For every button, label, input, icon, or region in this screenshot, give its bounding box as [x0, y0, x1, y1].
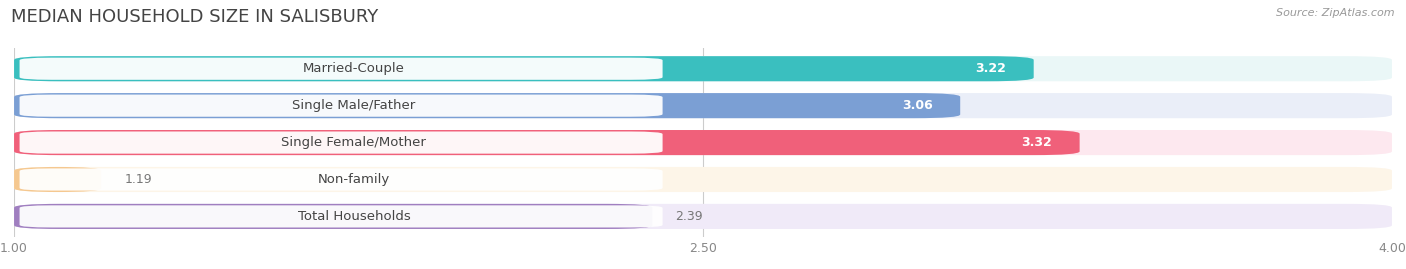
- FancyBboxPatch shape: [20, 205, 662, 228]
- FancyBboxPatch shape: [14, 56, 1392, 81]
- FancyBboxPatch shape: [14, 130, 1080, 155]
- Text: Married-Couple: Married-Couple: [304, 62, 405, 75]
- Text: Source: ZipAtlas.com: Source: ZipAtlas.com: [1277, 8, 1395, 18]
- Text: 3.32: 3.32: [1021, 136, 1052, 149]
- Text: Single Male/Father: Single Male/Father: [292, 99, 416, 112]
- Text: Non-family: Non-family: [318, 173, 389, 186]
- FancyBboxPatch shape: [14, 204, 1392, 229]
- FancyBboxPatch shape: [14, 93, 1392, 118]
- Text: 3.06: 3.06: [901, 99, 932, 112]
- FancyBboxPatch shape: [14, 204, 652, 229]
- FancyBboxPatch shape: [14, 130, 1392, 155]
- Text: 1.19: 1.19: [124, 173, 152, 186]
- FancyBboxPatch shape: [20, 95, 662, 117]
- Text: MEDIAN HOUSEHOLD SIZE IN SALISBURY: MEDIAN HOUSEHOLD SIZE IN SALISBURY: [11, 8, 378, 26]
- Text: 2.39: 2.39: [675, 210, 703, 223]
- Text: Total Households: Total Households: [298, 210, 411, 223]
- FancyBboxPatch shape: [14, 93, 960, 118]
- FancyBboxPatch shape: [20, 168, 662, 190]
- FancyBboxPatch shape: [14, 56, 1033, 81]
- FancyBboxPatch shape: [20, 58, 662, 80]
- Text: 3.22: 3.22: [976, 62, 1007, 75]
- FancyBboxPatch shape: [14, 167, 101, 192]
- Text: Single Female/Mother: Single Female/Mother: [281, 136, 426, 149]
- FancyBboxPatch shape: [20, 132, 662, 154]
- FancyBboxPatch shape: [14, 167, 1392, 192]
